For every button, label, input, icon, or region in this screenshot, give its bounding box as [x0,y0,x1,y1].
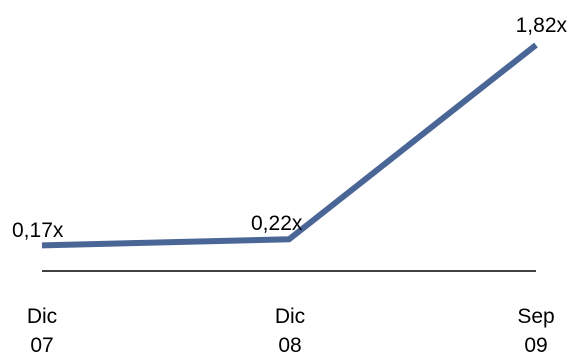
series-line [41,42,538,249]
series-layer [41,42,538,249]
data-label-layer: 0,17x 0,22x 1,82x [12,14,567,242]
x-tick-label-2: Sep 09 [517,305,554,355]
x-tick-layer: Dic 07 Dic 08 Sep 09 [27,305,555,355]
data-label-1: 0,22x [251,212,303,235]
data-label-0: 0,17x [12,219,64,242]
x-tick-label-1: Dic 08 [275,305,305,355]
x-tick-label-0: Dic 07 [27,305,57,355]
data-label-2: 1,82x [516,14,568,37]
